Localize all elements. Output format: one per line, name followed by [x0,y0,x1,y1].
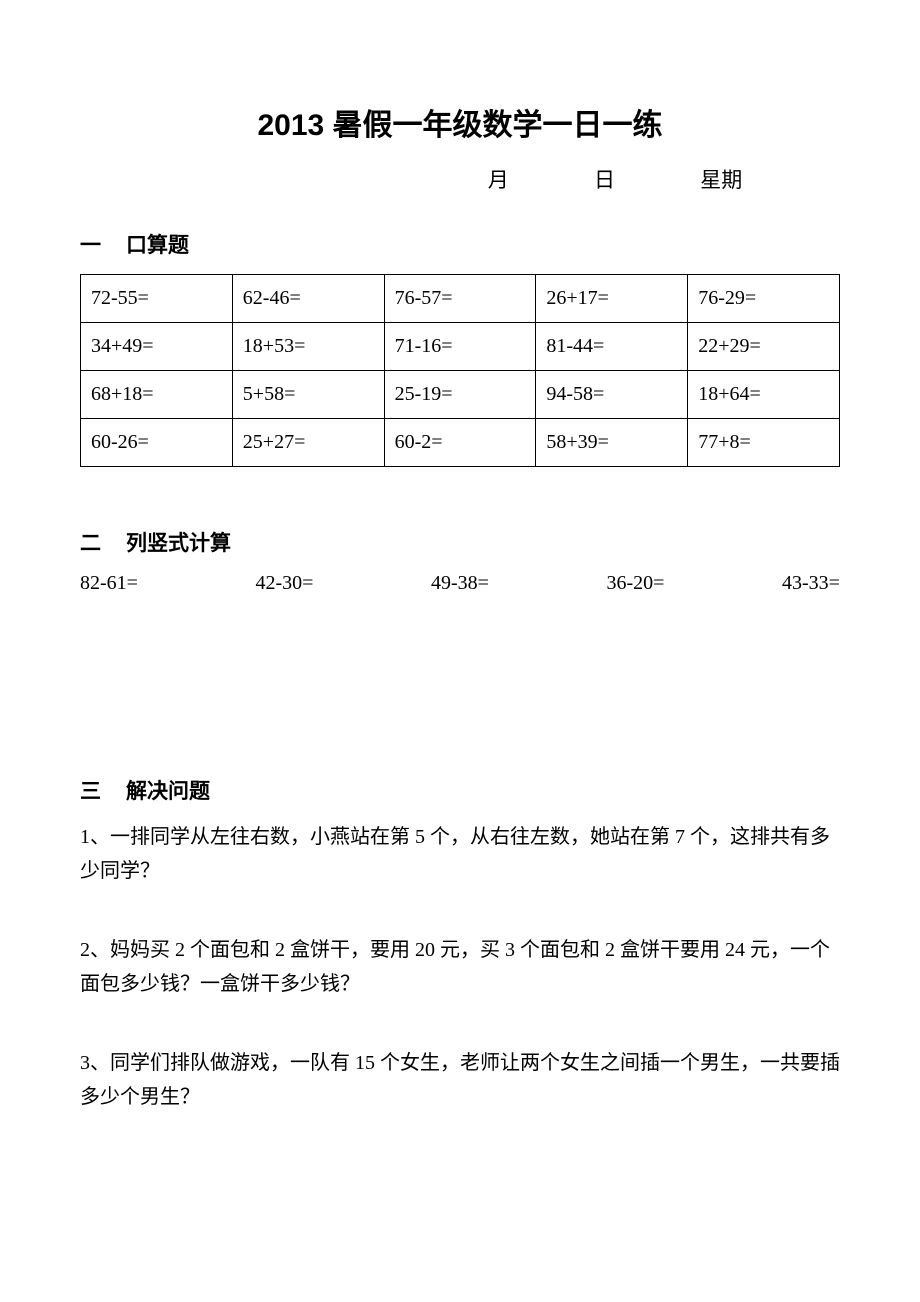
section-1-num: 一 [80,234,101,257]
vertical-calc-row: 82-61= 42-30= 49-38= 36-20= 43-33= [80,572,840,595]
table-cell: 60-2= [384,419,536,467]
date-day-label: 日 [594,168,615,192]
table-cell: 68+18= [81,371,233,419]
table-cell: 77+8= [688,419,840,467]
table-cell: 62-46= [232,275,384,323]
table-cell: 18+53= [232,323,384,371]
table-cell: 60-26= [81,419,233,467]
page-title: 2013 暑假一年级数学一日一练 [80,100,840,144]
section-3-heading: 三 解决问题 [80,775,840,805]
table-row: 60-26= 25+27= 60-2= 58+39= 77+8= [81,419,840,467]
table-row: 34+49= 18+53= 71-16= 81-44= 22+29= [81,323,840,371]
word-problem-1: 1、一排同学从左往右数，小燕站在第 5 个，从右往左数，她站在第 7 个，这排共… [80,820,840,888]
date-month-label: 月 [488,168,509,192]
section-2-label: 列竖式计算 [126,532,231,555]
section-3-label: 解决问题 [126,780,210,803]
section-2-heading: 二 列竖式计算 [80,527,840,557]
table-cell: 25-19= [384,371,536,419]
vertical-item: 43-33= [782,572,840,595]
table-cell: 76-57= [384,275,536,323]
table-cell: 72-55= [81,275,233,323]
table-cell: 76-29= [688,275,840,323]
table-cell: 5+58= [232,371,384,419]
date-weekday-label: 星期 [700,168,742,192]
word-problem-3: 3、同学们排队做游戏，一队有 15 个女生，老师让两个女生之间插一个男生，一共要… [80,1046,840,1114]
vertical-item: 36-20= [607,572,665,595]
table-cell: 25+27= [232,419,384,467]
vertical-item: 49-38= [431,572,489,595]
section-2-num: 二 [80,532,101,555]
vertical-item: 42-30= [256,572,314,595]
table-cell: 22+29= [688,323,840,371]
table-row: 72-55= 62-46= 76-57= 26+17= 76-29= [81,275,840,323]
section-3-num: 三 [80,780,101,803]
table-cell: 94-58= [536,371,688,419]
table-cell: 81-44= [536,323,688,371]
section-1-heading: 一 口算题 [80,229,840,259]
word-problem-2: 2、妈妈买 2 个面包和 2 盒饼干，要用 20 元，买 3 个面包和 2 盒饼… [80,933,840,1001]
mental-math-tbody: 72-55= 62-46= 76-57= 26+17= 76-29= 34+49… [81,275,840,467]
table-cell: 18+64= [688,371,840,419]
table-row: 68+18= 5+58= 25-19= 94-58= 18+64= [81,371,840,419]
table-cell: 71-16= [384,323,536,371]
vertical-item: 82-61= [80,572,138,595]
mental-math-table: 72-55= 62-46= 76-57= 26+17= 76-29= 34+49… [80,274,840,467]
table-cell: 34+49= [81,323,233,371]
table-cell: 58+39= [536,419,688,467]
date-line: 月 日 星期 [80,164,840,194]
section-1-label: 口算题 [126,234,189,257]
table-cell: 26+17= [536,275,688,323]
